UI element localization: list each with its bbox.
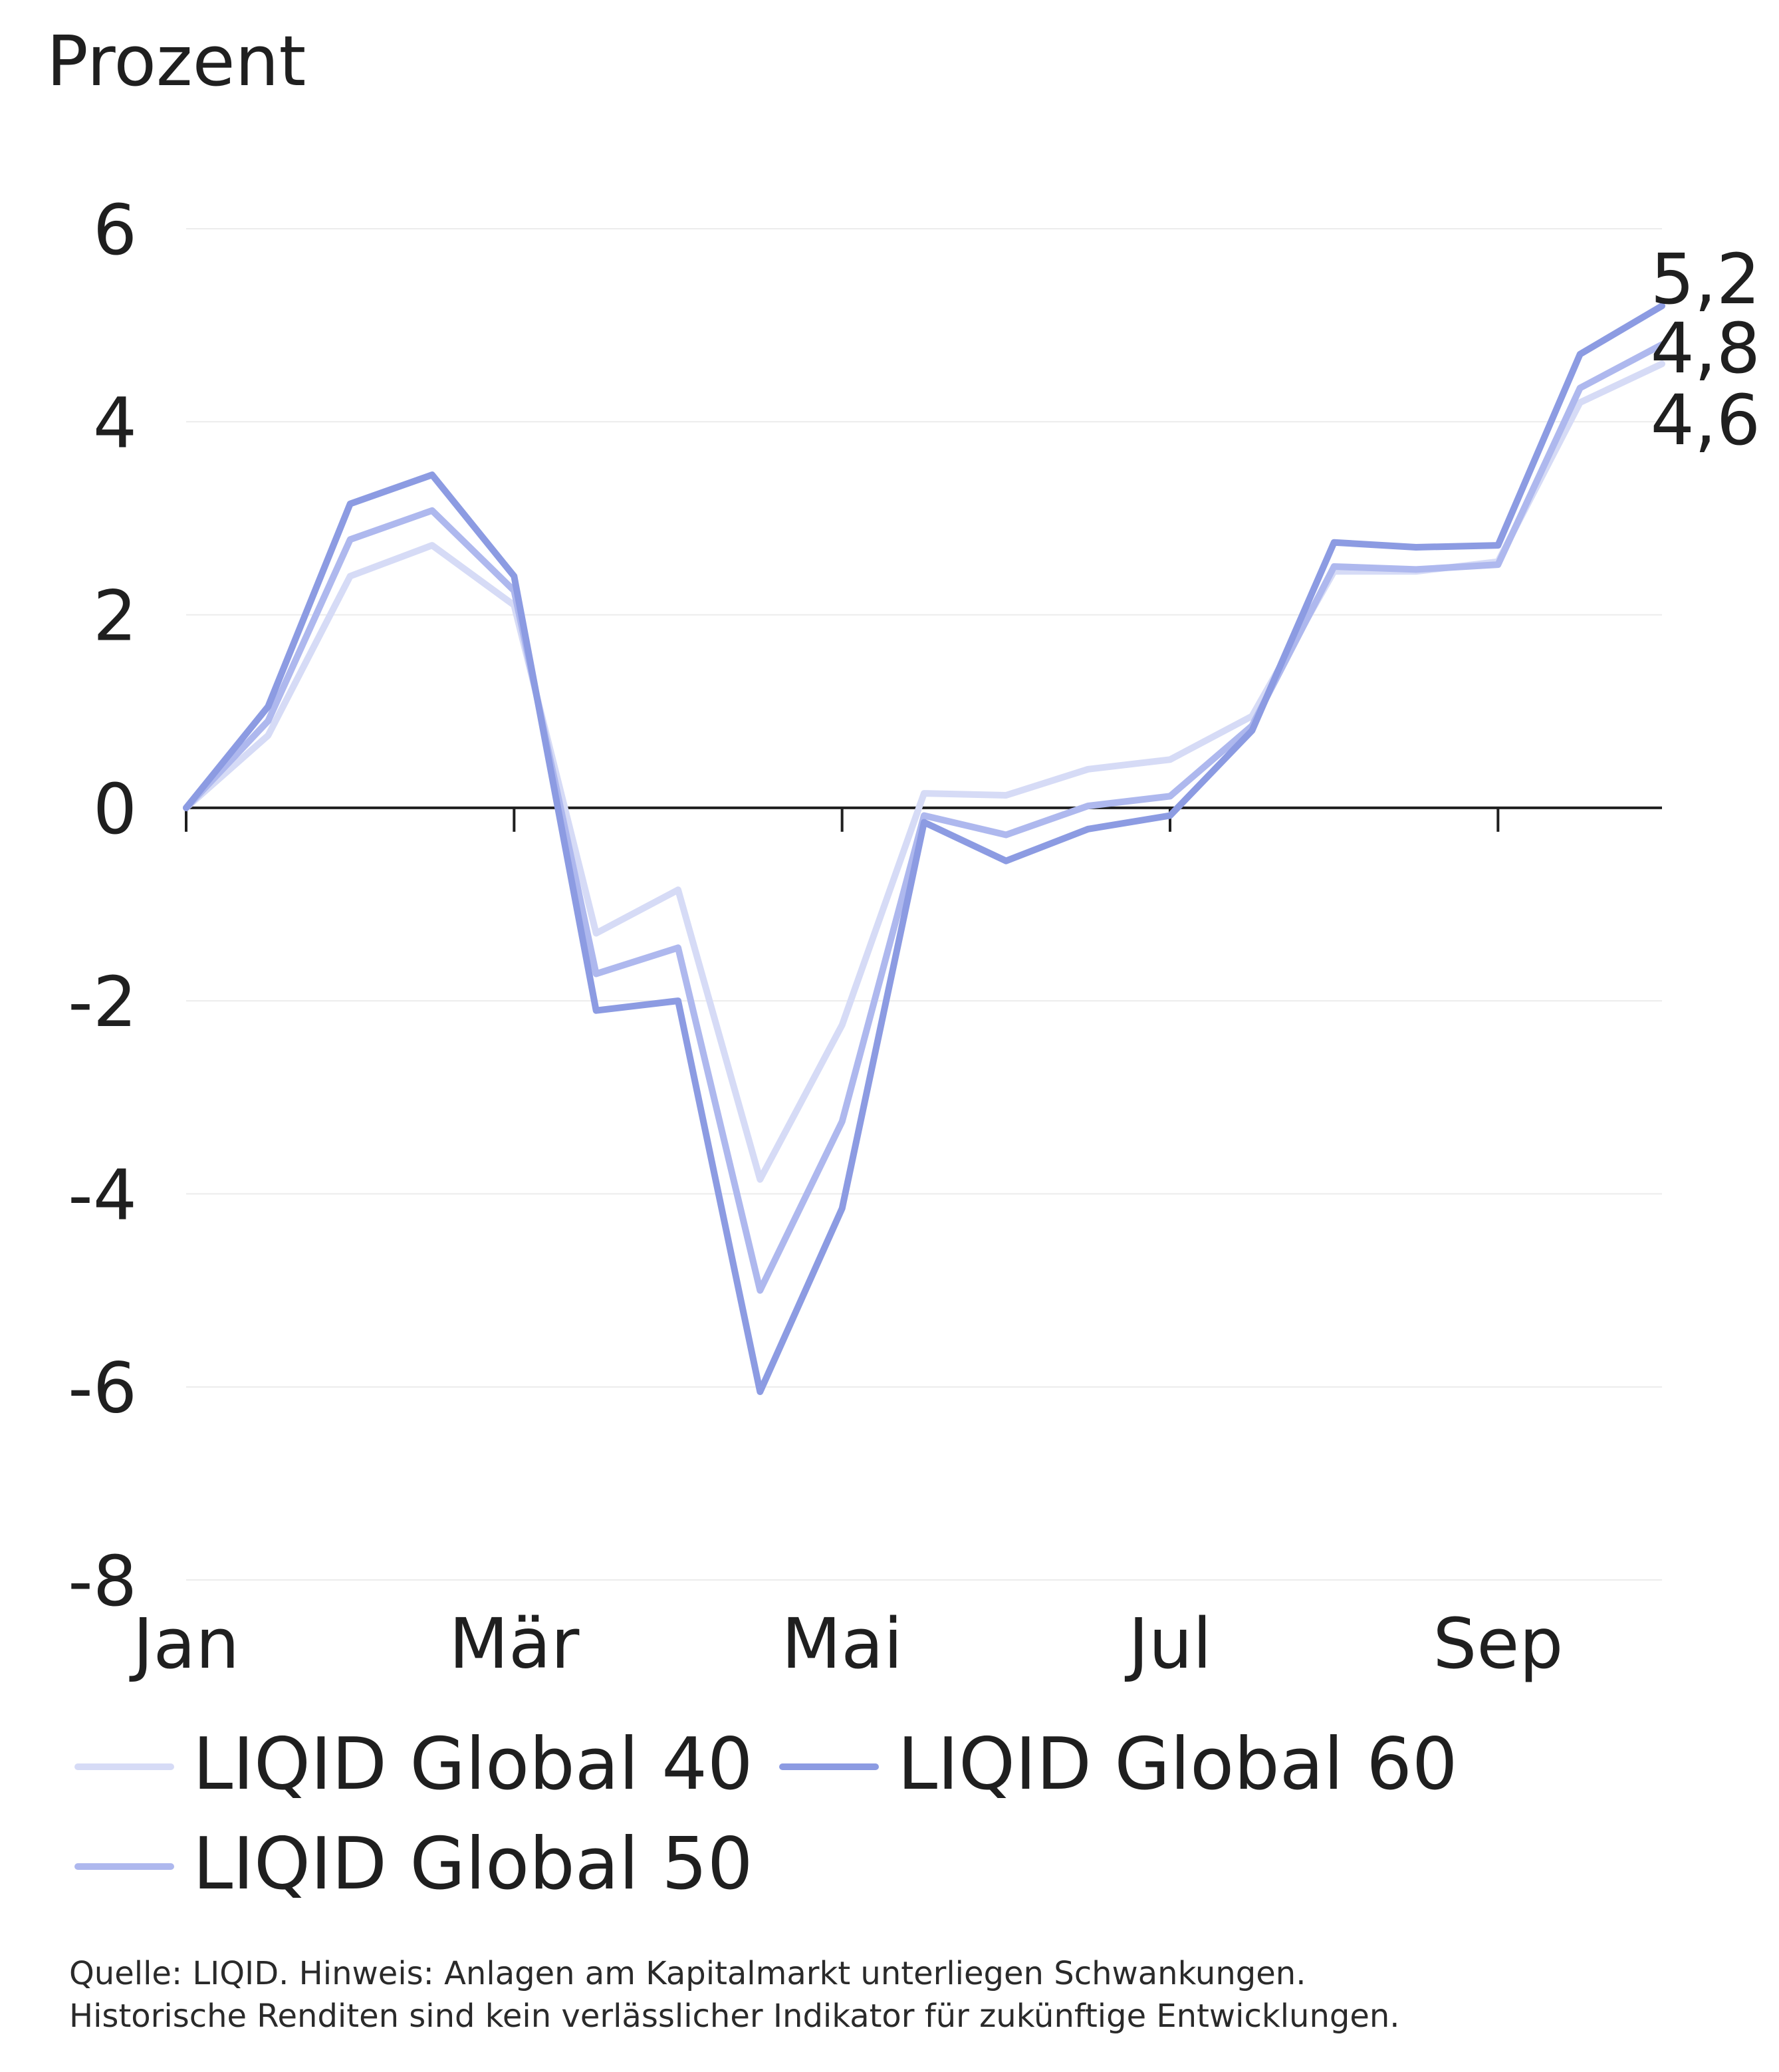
y-tick-label: -2 <box>68 962 137 1043</box>
source-line-1: Quelle: LIQID. Hinweis: Anlagen am Kapit… <box>69 1955 1306 1992</box>
gridlines <box>186 228 1662 1581</box>
end-label-liqid-global-40: 4,6 <box>1651 380 1760 461</box>
x-axis: Jan Mär Mai Jul Sep <box>129 806 1662 1684</box>
y-axis-ticks: 6 4 2 0 -2 -4 -6 -8 <box>68 190 137 1622</box>
y-tick-label: 2 <box>93 576 137 657</box>
y-axis-unit-label: Prozent <box>47 21 306 102</box>
end-label-liqid-global-60: 5,2 <box>1651 239 1760 320</box>
y-tick-label: -4 <box>68 1154 137 1235</box>
legend-swatch-global-60 <box>779 1763 879 1770</box>
end-label-liqid-global-50: 4,8 <box>1651 308 1760 389</box>
x-tick-label: Mär <box>449 1603 579 1684</box>
y-tick-label: 6 <box>93 190 137 271</box>
y-tick-label: -8 <box>68 1541 137 1622</box>
line-chart: 6 4 2 0 -2 -4 -6 -8 Jan Mär Mai Jul Sep 4,6 5,24,8 <box>68 190 1760 1684</box>
legend-swatch-global-40 <box>74 1763 174 1770</box>
source-line-2: Historische Renditen sind kein verlässli… <box>69 1998 1400 2035</box>
end-labels: 4,6 5,24,8 <box>1651 239 1760 461</box>
y-tick-label: 4 <box>93 382 137 463</box>
legend-label-global-50: LIQID Global 50 <box>193 1823 753 1906</box>
source-note: Quelle: LIQID. Hinweis: Anlagen am Kapit… <box>69 1952 1400 2037</box>
legend-label-global-60: LIQID Global 60 <box>897 1723 1458 1806</box>
x-tick-label: Jan <box>129 1603 239 1684</box>
legend-label-global-40: LIQID Global 40 <box>193 1723 753 1806</box>
x-tick-label: Sep <box>1433 1603 1563 1684</box>
series-line-liqid-global-50 <box>183 341 1665 1294</box>
x-tick-label: Mai <box>781 1603 902 1684</box>
legend-swatch-global-50 <box>74 1863 174 1870</box>
series-line-liqid-global-60 <box>183 303 1665 1395</box>
y-tick-label: -6 <box>68 1348 137 1429</box>
series-lines <box>183 303 1665 1395</box>
y-tick-label: 0 <box>93 769 137 850</box>
x-tick-label: Jul <box>1124 1603 1211 1684</box>
